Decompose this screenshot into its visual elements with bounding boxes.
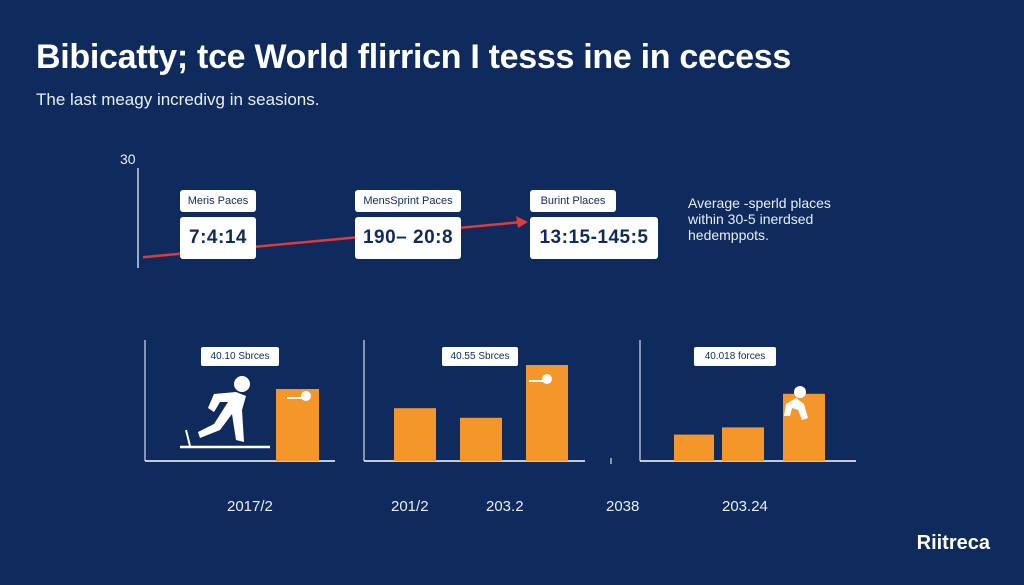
- chart-title: Bibicatty; tce World flirricn I tesss in…: [36, 38, 792, 76]
- bar: [674, 434, 714, 461]
- bar: [460, 417, 502, 461]
- chart-subtitle: The last meagy incredivg in seasions.: [36, 90, 320, 109]
- skier-icon: [180, 376, 270, 449]
- athlete-icon: [784, 386, 808, 420]
- note-line: hedemppots.: [688, 227, 769, 243]
- callout-value: 190– 20:8: [355, 217, 461, 259]
- annotation-note: Average -sperld places within 30-5 inerd…: [688, 195, 868, 243]
- x-tick-label: 203.2: [486, 498, 524, 515]
- bar: [276, 389, 319, 461]
- panel-label: 40.10 Sbrces: [201, 347, 279, 366]
- callout-label: Burint Places: [530, 190, 616, 212]
- marker-icon: [287, 391, 311, 401]
- callout-label: Meris Paces: [180, 190, 256, 212]
- x-tick-label: 201/2: [391, 498, 429, 515]
- brand-logo: Riitreca: [916, 532, 990, 554]
- bar: [394, 408, 436, 461]
- x-tick-label: 2038: [606, 498, 640, 515]
- panel-label: 40.018 forces: [694, 347, 776, 366]
- x-tick-label: 2017/2: [227, 498, 273, 515]
- note-line: Average -sperld places: [688, 195, 831, 211]
- callout-label: MensSprint Paces: [355, 190, 461, 212]
- panel-label: 40.55 Sbrces: [442, 347, 518, 366]
- bar: [722, 427, 764, 461]
- marker-icon: [529, 374, 552, 384]
- y-value-label: 30: [120, 151, 136, 167]
- callout-value: 7:4:14: [180, 217, 256, 259]
- note-line: within 30-5 inerdsed: [688, 211, 814, 227]
- callout-value: 13:15-145:5: [530, 217, 658, 259]
- x-tick-label: 203.24: [722, 498, 768, 515]
- trend-arrowhead: [516, 216, 528, 228]
